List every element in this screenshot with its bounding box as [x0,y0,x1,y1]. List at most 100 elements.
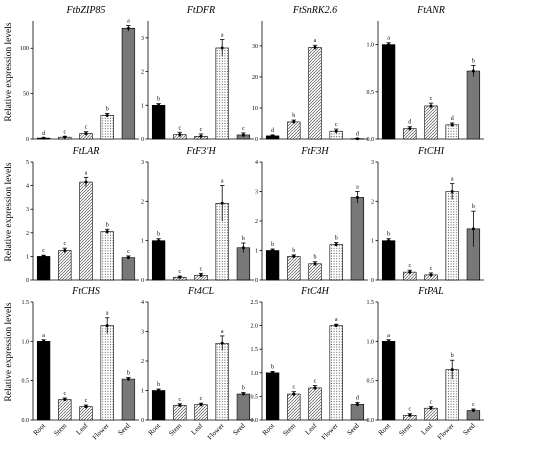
data-point [84,180,88,184]
x-category-label: Seed [346,421,362,437]
y-tick-label: 1.5 [251,347,259,353]
bar-leaf [308,387,322,421]
data-point [105,230,109,234]
x-category-label: Root [147,422,162,437]
data-point [199,134,203,138]
bar-stem [287,256,301,281]
data-point [355,402,359,406]
y-tick-label: 1 [141,103,144,109]
data-point [63,135,67,139]
significance-letter: b [271,242,274,248]
panel-title: FtbZIP85 [66,5,106,16]
significance-letter: c [200,266,203,272]
y-tick-label: 2 [255,219,258,225]
data-point [157,389,161,392]
data-point [105,324,109,328]
significance-letter: d [451,116,454,122]
data-point [471,409,475,413]
y-tick-label: 0 [141,418,144,424]
y-tick-label: 50 [23,92,29,98]
panel-title: FtF3'H [185,146,216,157]
bar-root [381,341,396,421]
data-point [292,254,296,258]
significance-letter: b [106,222,109,228]
bar-leaf [308,47,322,140]
x-category-label: Root [377,422,392,437]
significance-letter: c [408,407,411,413]
data-point [408,127,412,131]
data-point [157,103,161,107]
data-point [63,249,67,252]
significance-letter: c [335,122,338,128]
significance-letter: b [242,236,245,242]
significance-letter: b [292,113,295,119]
chart-panel-11: FtC4H 0.0 0.5 1.0 1.5 2.0 2.5 b Root c Stem c Leaf a F… [251,286,368,441]
significance-letter: b [472,58,475,64]
significance-letter: a [221,329,224,335]
chart-panel-4: FtANR 0.0 0.5 1.0 a d c d b [367,5,484,143]
significance-letter: c [178,397,181,403]
data-point [408,270,412,274]
significance-letter: b [157,382,160,388]
significance-letter: b [157,232,160,238]
significance-letter: c [430,96,433,102]
y-axis-label-row-2: Relative expression levels [4,162,14,261]
data-point [313,386,317,390]
y-tick-label: 0.0 [251,418,259,424]
significance-letter: b [157,97,160,103]
panel-title: FtF3H [300,146,329,157]
bar-seed [121,378,136,421]
significance-letter: d [271,128,274,134]
x-category-label: Stem [52,421,68,437]
data-point [126,26,130,30]
y-tick-label: 2 [141,199,144,205]
y-tick-label: 2.0 [251,324,259,330]
y-tick-label: 4 [26,184,29,190]
y-tick-label: 0.5 [22,379,30,385]
data-point [471,69,475,73]
bar-root [151,104,166,140]
data-point [355,137,359,141]
data-point [126,256,130,260]
significance-letter: c [472,402,475,408]
data-point [42,339,46,343]
data-point [220,201,224,205]
y-tick-label: 1 [26,254,29,260]
significance-letter: b [451,353,454,359]
x-category-label: Seed [117,421,133,437]
data-point [199,403,203,407]
significance-letter: c [200,127,203,133]
data-point [178,403,182,407]
data-point [387,43,391,47]
panel-title: FtLAR [72,146,100,157]
y-tick-label: 0.0 [367,137,375,143]
x-category-label: Stem [397,421,413,437]
bar-root [36,341,51,421]
data-point [271,249,275,252]
significance-letter: c [200,396,203,402]
data-point [387,339,391,343]
significance-letter: c [430,400,433,406]
significance-letter: a [221,33,224,39]
bar-seed [121,27,136,140]
data-point [220,341,224,345]
data-point [84,132,88,136]
bar-leaf [194,404,208,421]
panel-title: FtCHI [417,146,445,157]
bar-root [265,372,280,421]
y-tick-label: 1.0 [251,371,259,377]
panel-title: FtANR [416,5,445,16]
x-category-label: Leaf [420,421,435,436]
y-tick-label: 0.0 [367,418,375,424]
y-tick-label: 2 [371,199,374,205]
data-point [450,123,454,127]
bar-root [36,256,51,281]
y-axis-label-row-3: Relative expression levels [4,302,14,401]
bar-stem [287,393,301,421]
significance-letter: c [63,129,66,135]
data-point [408,413,412,417]
data-point [42,136,46,140]
bar-seed [236,393,251,421]
data-point [313,262,317,266]
